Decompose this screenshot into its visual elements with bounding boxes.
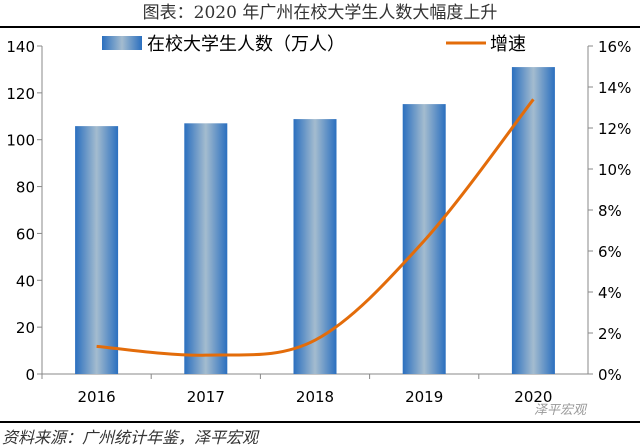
bar-2016 [75, 126, 119, 374]
legend-bar-label: 在校大学生人数（万人） [147, 34, 345, 55]
x-tick-label: 2018 [296, 388, 334, 406]
left-tick-label: 100 [6, 132, 35, 150]
left-tick-label: 40 [16, 272, 35, 290]
right-tick-label: 8% [598, 202, 622, 220]
x-tick-label: 2019 [405, 388, 443, 406]
right-tick-label: 2% [598, 325, 622, 343]
legend-line-label: 增速 [490, 34, 526, 55]
bar-2017 [184, 123, 228, 374]
left-tick-label: 0 [25, 366, 35, 384]
right-tick-label: 6% [598, 243, 622, 261]
right-tick-label: 4% [598, 284, 622, 302]
right-tick-label: 12% [598, 120, 631, 138]
legend-bar-swatch [102, 36, 142, 50]
growth-line [96, 98, 535, 357]
x-tick-label: 2016 [78, 388, 116, 406]
bar-2020 [511, 67, 555, 374]
right-tick-label: 10% [598, 161, 631, 179]
left-tick-label: 20 [16, 319, 35, 337]
right-tick-label: 16% [598, 38, 631, 56]
left-tick-label: 60 [16, 225, 35, 243]
chart-title: 图表：2020 年广州在校大学生人数大幅度上升 [143, 3, 498, 23]
x-tick-label: 2017 [187, 388, 225, 406]
right-tick-label: 14% [598, 79, 631, 97]
right-tick-label: 0% [598, 366, 622, 384]
source-note: 资料来源：广州统计年鉴，泽平宏观 [2, 428, 260, 447]
x-tick-label: 2020 [514, 388, 552, 406]
left-tick-label: 120 [6, 85, 35, 103]
bar-2018 [293, 119, 337, 375]
watermark: 泽平宏观 [534, 402, 588, 418]
left-tick-label: 80 [16, 179, 35, 197]
left-tick-label: 140 [6, 38, 35, 56]
